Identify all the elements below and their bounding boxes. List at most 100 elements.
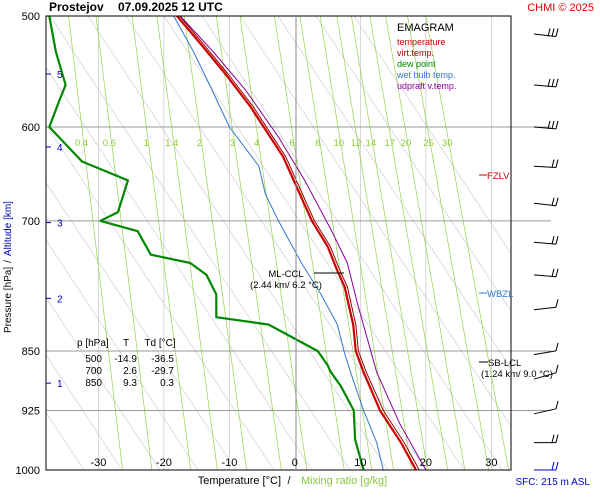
- mixing-ratio-line: [336, 16, 413, 470]
- wind-barb-flag: [551, 268, 555, 277]
- mixing-ratio-label: 0.4: [75, 138, 88, 149]
- wind-barb-flag: [547, 28, 551, 37]
- mixing-ratio-line: [68, 16, 123, 470]
- mixing-ratio-line: [369, 16, 448, 470]
- sb-lcl-label: SB-LCL: [488, 358, 521, 369]
- mixing-ratio-line: [183, 16, 247, 470]
- pressure-tick-label: 700: [22, 216, 40, 228]
- altitude-tick-label: 3: [57, 219, 63, 230]
- wind-barb-flag: [555, 78, 559, 87]
- surface-elevation: SFC: 215 m ASL: [516, 477, 591, 488]
- wind-barb-flag: [555, 268, 559, 277]
- wind-barb: [533, 197, 559, 207]
- sb-lcl-values: (1.24 km/ 9.0 °C): [481, 369, 553, 380]
- temperature-tick-label: 0: [292, 457, 298, 469]
- wind-barb: [533, 235, 559, 245]
- wind-barb-shaft: [533, 372, 557, 380]
- mixing-ratio-label: 2: [197, 138, 202, 149]
- table-row-2-t: 2.6: [123, 366, 137, 377]
- dry-adiabat-line: [46, 296, 161, 470]
- pressure-tick-label: 1000: [16, 465, 40, 477]
- table-header-t: T: [123, 338, 129, 349]
- pressure-tick-label: 850: [22, 346, 40, 358]
- wind-barb-flag: [555, 235, 559, 245]
- wind-barb-flag: [555, 461, 559, 471]
- table-row-1-td: -36.5: [151, 354, 174, 365]
- wind-barb-flag: [551, 120, 555, 129]
- mixing-ratio-line: [239, 16, 308, 470]
- wind-barb: [533, 159, 559, 169]
- fzlv-label: FZLV: [487, 171, 510, 182]
- wind-barb: [533, 364, 559, 380]
- mixing-ratio-label: 8: [315, 138, 320, 149]
- wind-barb-flag: [551, 159, 555, 168]
- wind-barb-flag: [555, 364, 559, 373]
- wind-barb: [534, 461, 559, 471]
- wind-barb: [533, 299, 559, 311]
- mixing-ratio-label: 17: [385, 138, 396, 149]
- profile-virt-temp: [179, 16, 420, 470]
- dry-adiabat-line: [163, 16, 465, 470]
- altitude-tick-label: 4: [57, 143, 63, 154]
- legend: EMAGRAM temperature virt.temp. dew point…: [396, 22, 456, 91]
- dry-adiabat-line: [239, 16, 511, 427]
- wind-barb-shaft: [533, 306, 557, 311]
- wind-barb-flag: [555, 197, 559, 206]
- dry-adiabat-line: [46, 66, 313, 470]
- pressure-tick-label: 500: [22, 11, 40, 23]
- mixing-ratio-line: [299, 16, 373, 470]
- mixing-ratio-line: [156, 16, 218, 470]
- wind-barb-flag: [551, 235, 555, 245]
- dry-adiabat-line: [46, 354, 123, 470]
- profiles: [48, 16, 427, 470]
- wind-barb: [533, 120, 559, 130]
- table-row-1-p: 500: [85, 354, 102, 365]
- mixing-ratio-label: 30: [442, 138, 453, 149]
- dry-adiabat-line: [315, 16, 511, 312]
- wind-barb-shaft: [533, 350, 557, 356]
- dry-adiabat-line: [201, 16, 503, 470]
- sb-lcl-annotation: SB-LCL (1.24 km/ 9.0 °C): [479, 358, 553, 380]
- x-axis-title-temperature: Temperature [°C]: [198, 475, 281, 487]
- data-table: p [hPa] T Td [°C] 500 -14.9 -36.5 700 2.…: [77, 338, 176, 389]
- profile-temperature: [176, 16, 417, 470]
- plot-frame: [45, 15, 512, 471]
- table-row-3-t: 9.3: [123, 378, 137, 389]
- temperature-tick-label: -20: [156, 457, 172, 469]
- y-axis-title: Pressure [hPa] / Altitude [km]: [3, 201, 14, 333]
- table-header-p: p [hPa]: [77, 338, 109, 349]
- wind-barb: [533, 268, 559, 278]
- table-row-3-td: 0.3: [160, 378, 174, 389]
- legend-temperature: temperature: [397, 37, 446, 47]
- pressure-tick-label: 925: [22, 406, 40, 418]
- wind-barb-flag: [555, 299, 559, 308]
- wind-barb: [533, 342, 559, 356]
- profile-dew-point: [48, 16, 365, 470]
- wind-barb-flag: [547, 120, 551, 129]
- mixing-ratio-line: [274, 16, 345, 470]
- wind-barb: [533, 78, 559, 88]
- wind-barb: [534, 434, 559, 444]
- temperature-tick-label: -30: [90, 457, 106, 469]
- copyright: CHMI © 2025: [527, 2, 594, 14]
- ml-ccl-annotation: ML-CCL (2.44 km/ 6.2 °C): [250, 269, 344, 291]
- pressure-grid: [46, 126, 551, 412]
- mixing-ratio-line: [385, 16, 466, 470]
- wind-barb-flag: [555, 434, 559, 443]
- ml-ccl-label: ML-CCL: [268, 269, 303, 280]
- mixing-ratio-line: [425, 16, 509, 470]
- temperature-tick-label: 30: [485, 457, 497, 469]
- mixing-ratio-label: 4: [254, 138, 259, 149]
- mixing-ratio-line: [131, 16, 191, 470]
- altitude-tick-label: 1: [57, 379, 63, 390]
- dry-adiabat-line: [46, 239, 199, 470]
- mixing-ratio-label: 1.4: [165, 138, 178, 149]
- wind-barb-flag: [555, 120, 559, 129]
- mixing-ratio-label: 6: [289, 138, 294, 149]
- mixing-ratio-label: 12: [351, 138, 362, 149]
- dry-adiabat-line: [87, 16, 389, 470]
- mixing-ratio-label: 14: [366, 138, 377, 149]
- table-row-1-t: -14.9: [114, 354, 137, 365]
